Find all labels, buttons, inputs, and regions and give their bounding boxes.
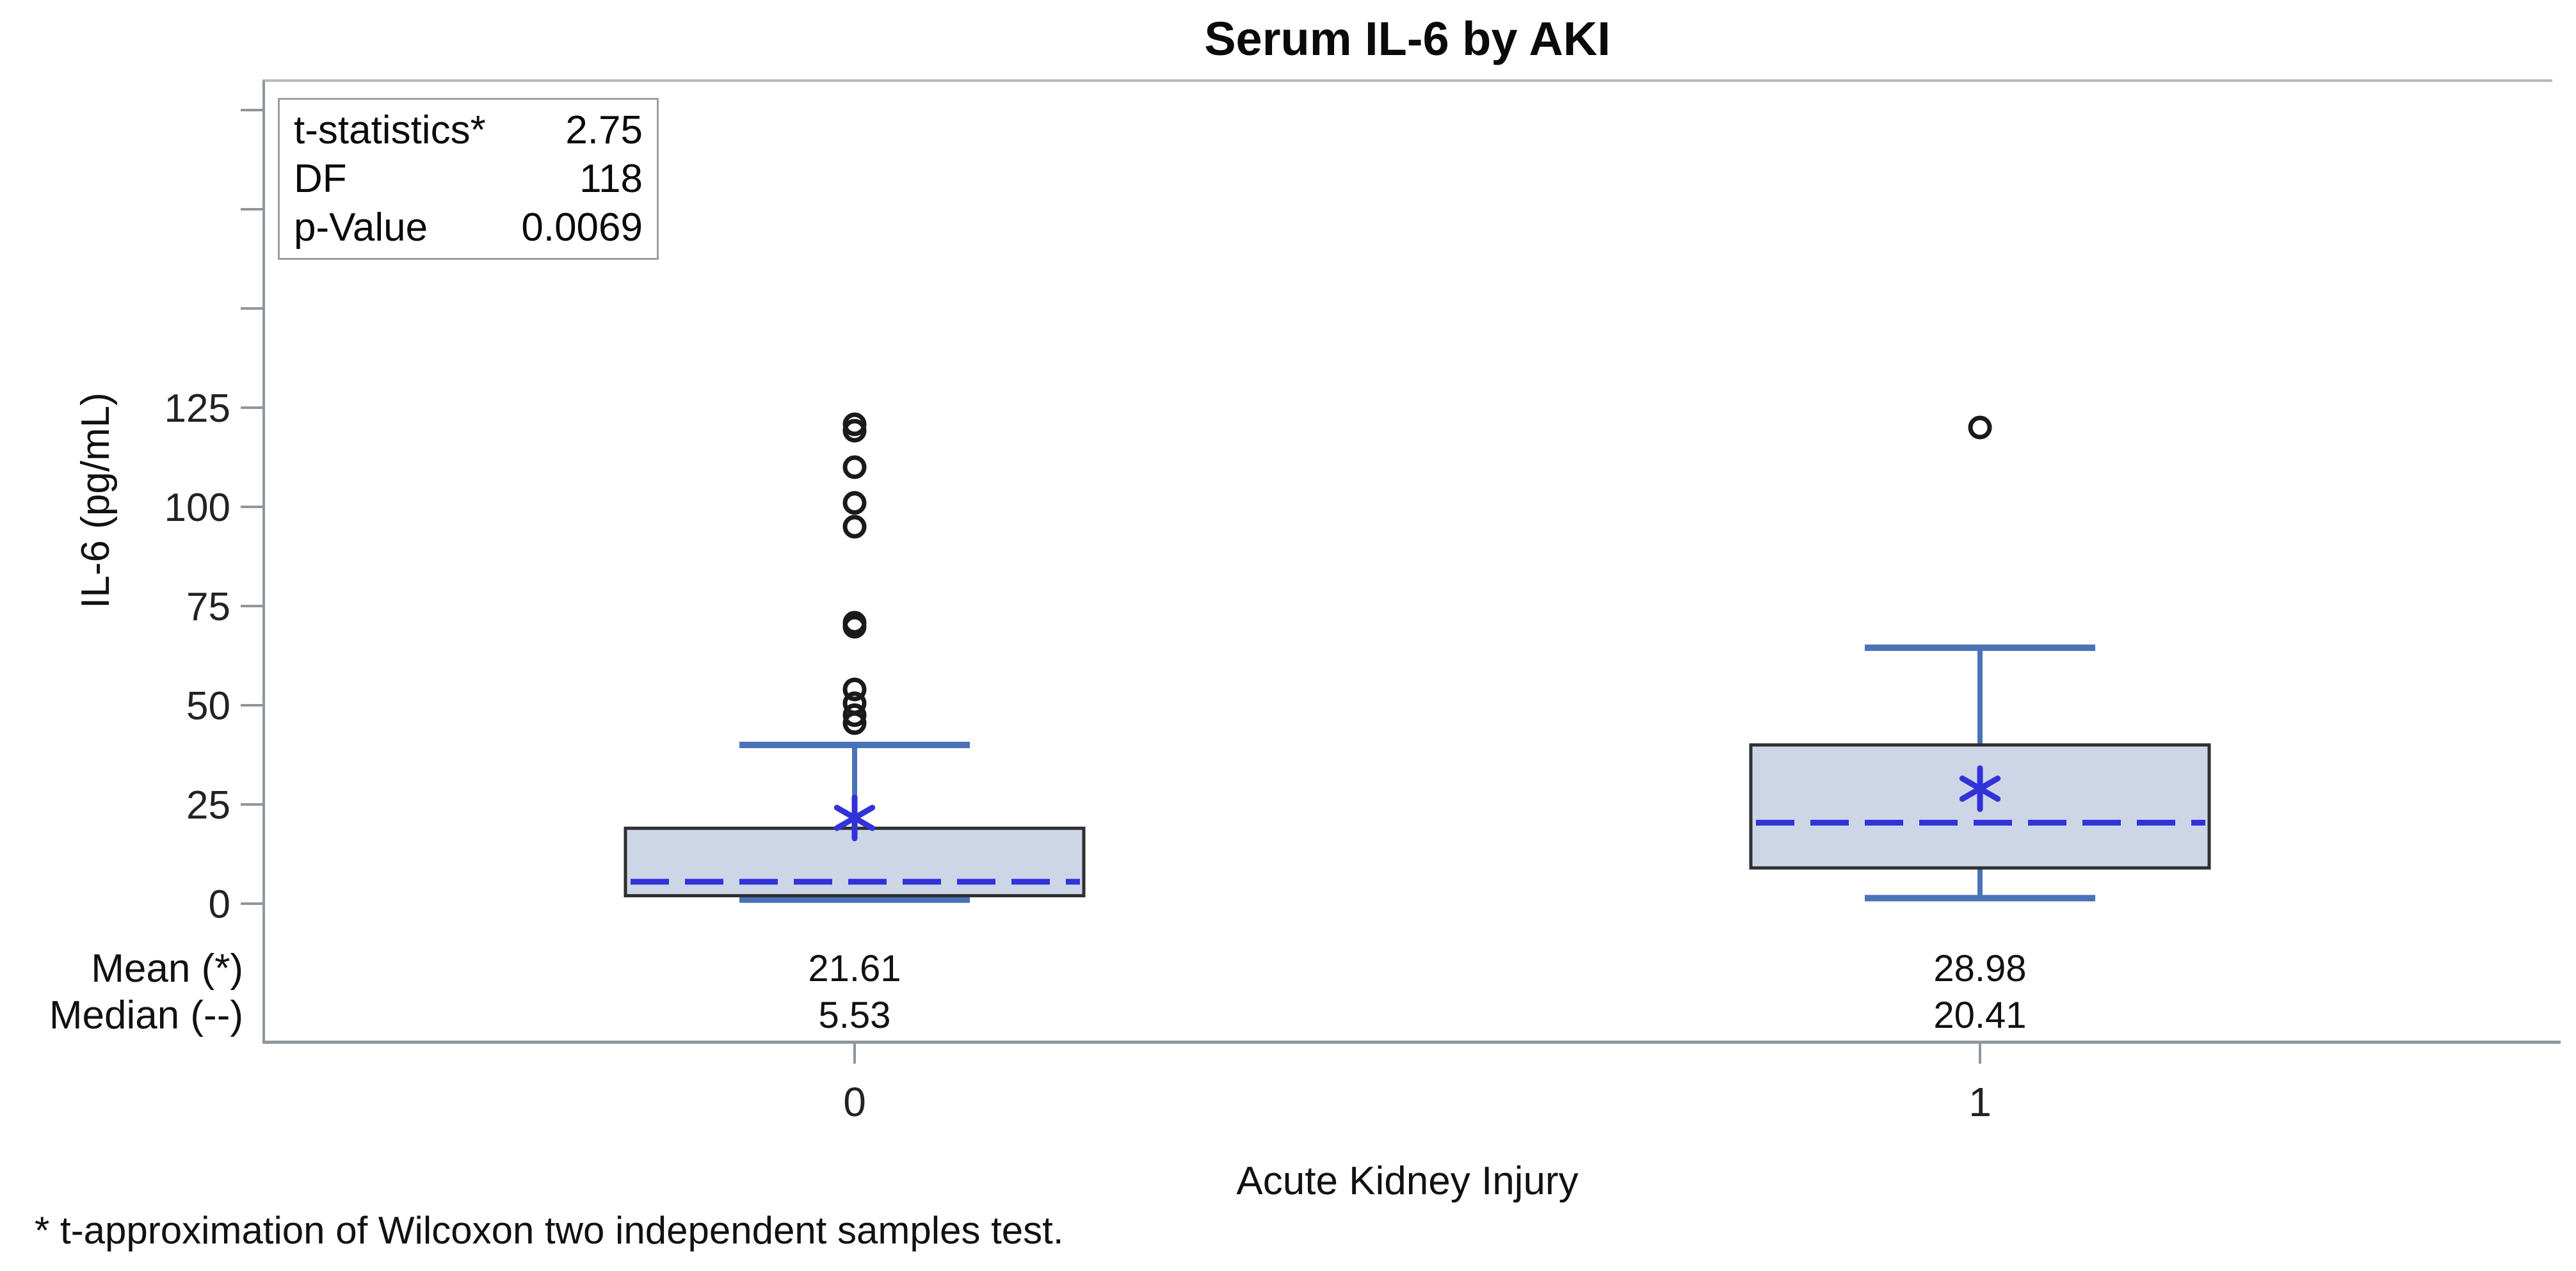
stats-row-pvalue: p-Value 0.0069 <box>294 205 643 250</box>
outlier-point <box>842 515 867 539</box>
plot-frame-top <box>262 79 2552 82</box>
y-tick-label: 75 <box>186 585 230 629</box>
outlier-point <box>842 614 867 639</box>
mean-row-label: Mean (*) <box>91 947 243 991</box>
group1-mean-value: 28.98 <box>1933 948 2027 989</box>
y-axis-line <box>262 81 265 1043</box>
outlier-point <box>842 455 867 479</box>
stats-inset-box: t-statistics* 2.75 DF 118 p-Value 0.0069 <box>278 98 659 260</box>
outlier-point <box>842 419 867 443</box>
stats-value: 0.0069 <box>521 205 643 250</box>
y-tick-label: 50 <box>186 684 230 728</box>
group1-median-value: 20.41 <box>1933 995 2027 1036</box>
x-tick-label: 1 <box>1968 1079 1992 1125</box>
footnote: * t-approximation of Wilcoxon two indepe… <box>35 1209 1064 1252</box>
y-tick-label: 100 <box>165 486 230 530</box>
mean-marker <box>1959 775 2001 802</box>
stats-label: t-statistics* <box>294 108 486 153</box>
outlier-point <box>842 711 867 735</box>
chart-title: Serum IL-6 by AKI <box>1204 12 1611 65</box>
stats-label: DF <box>294 156 347 201</box>
median-row-label: Median (--) <box>49 993 243 1037</box>
mean-marker <box>833 804 876 831</box>
outlier-point <box>842 703 867 727</box>
outlier-point <box>1968 415 1992 440</box>
x-tick-label: 0 <box>843 1079 866 1125</box>
stats-value: 118 <box>579 156 643 201</box>
x-axis-title: Acute Kidney Injury <box>1236 1159 1579 1203</box>
stats-row-tstat: t-statistics* 2.75 <box>294 108 643 153</box>
stats-label: p-Value <box>294 205 428 250</box>
y-tick-label: 0 <box>209 883 230 927</box>
outlier-point <box>842 491 867 515</box>
group0-median-value: 5.53 <box>818 995 891 1036</box>
x-axis-line <box>262 1041 2561 1044</box>
outlier-point <box>842 677 867 701</box>
y-tick-label: 25 <box>186 783 230 827</box>
group0-mean-value: 21.61 <box>808 948 901 989</box>
y-tick-label: 125 <box>165 387 230 431</box>
stats-row-df: DF 118 <box>294 156 643 202</box>
stats-value: 2.75 <box>565 108 643 153</box>
